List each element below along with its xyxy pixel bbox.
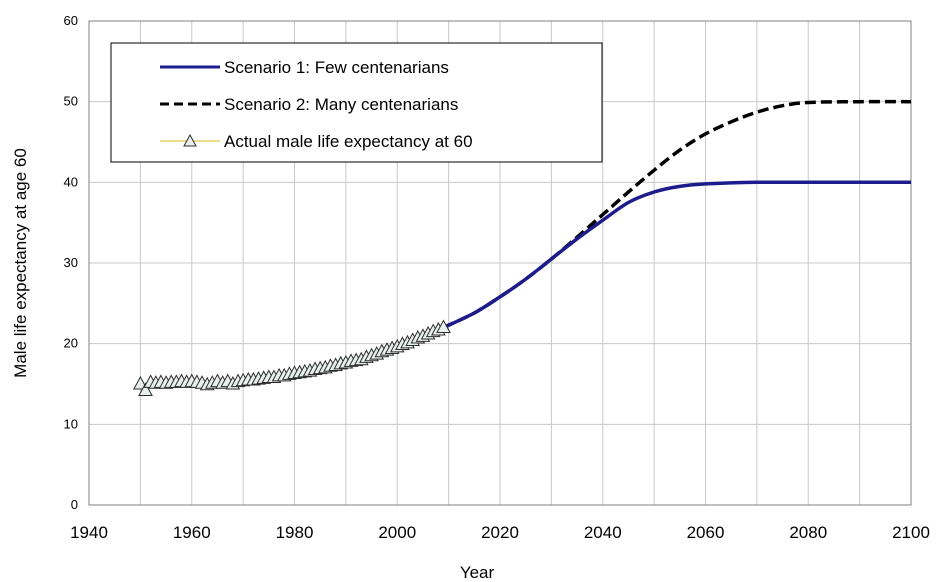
x-tick-label: 2080	[789, 523, 827, 542]
x-tick-label: 2020	[481, 523, 519, 542]
y-tick-label: 20	[64, 336, 78, 351]
x-tick-label: 2100	[892, 523, 930, 542]
y-axis-title: Male life expectancy at age 60	[11, 148, 30, 378]
legend-label-scenario-2: Scenario 2: Many centenarians	[224, 95, 458, 114]
x-tick-label: 1940	[70, 523, 108, 542]
plot-area-border	[88, 20, 912, 506]
legend-swatch-actual-marker	[183, 133, 197, 147]
series-scenario-1-line	[442, 180, 911, 330]
y-tick-label: 10	[64, 416, 78, 431]
x-tick-label: 1980	[276, 523, 314, 542]
y-tick-labels: 0 10 20 30 40 50 60	[64, 13, 78, 512]
y-tick-label: 30	[64, 255, 78, 270]
x-tick-label: 1960	[173, 523, 211, 542]
x-tick-labels: 1940 1960 1980 2000 2020 2040 2060 2080 2100	[70, 523, 930, 542]
series-layer	[133, 99, 912, 396]
data-point-actual	[138, 382, 153, 396]
legend-label-scenario-1: Scenario 1: Few centenarians	[224, 58, 449, 77]
legend: Scenario 1: Few centenarians Scenario 2:…	[110, 42, 603, 163]
y-tick-label: 50	[64, 94, 78, 109]
y-tick-label: 0	[71, 497, 78, 512]
y-tick-label: 60	[64, 13, 78, 28]
x-tick-label: 2060	[687, 523, 725, 542]
legend-label-actual: Actual male life expectancy at 60	[224, 132, 473, 151]
x-tick-label: 2000	[378, 523, 416, 542]
x-tick-label: 2040	[584, 523, 622, 542]
data-point-actual	[436, 319, 451, 334]
y-tick-label: 40	[64, 174, 78, 189]
x-axis-title: Year	[460, 563, 495, 582]
